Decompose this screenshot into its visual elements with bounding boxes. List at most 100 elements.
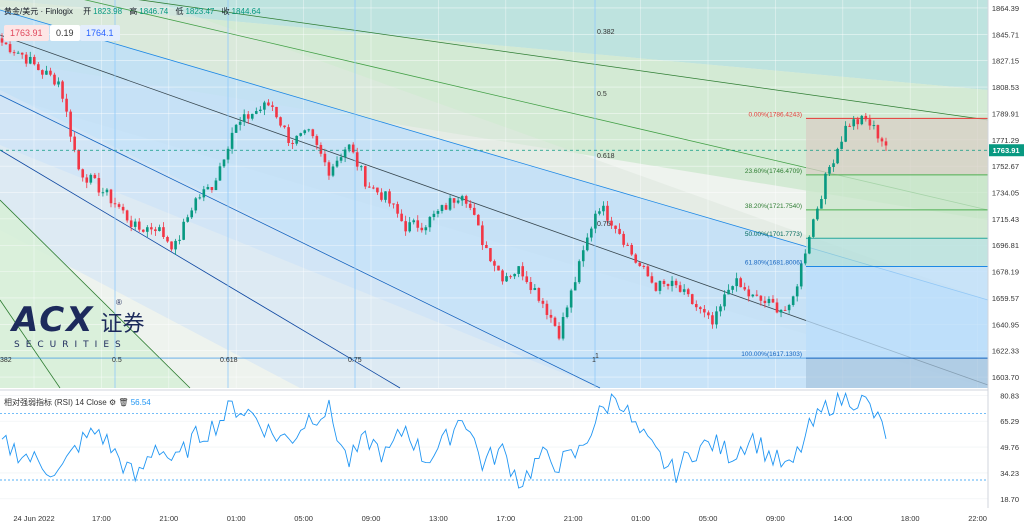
candle-body	[392, 203, 395, 205]
candle-body	[69, 111, 72, 137]
candle-body	[812, 219, 815, 237]
candle-body	[525, 276, 529, 282]
time-tick-label: 09:00	[766, 514, 785, 523]
candle-body	[174, 240, 177, 250]
candle-body	[351, 144, 355, 153]
acx-securities-logo: ACX 证券 ® SECURITIES	[12, 298, 144, 350]
candle-body	[799, 263, 803, 287]
price-tick-label: 1827.15	[992, 57, 1019, 66]
candle-body	[460, 196, 464, 201]
spread-value: 0.19	[50, 25, 80, 41]
candle-body	[771, 298, 775, 303]
candle-body	[404, 221, 407, 232]
candle-body	[246, 114, 250, 119]
rsi-tick-label: 18.70	[1000, 495, 1019, 504]
candle-body	[162, 227, 165, 237]
candle-body	[315, 136, 319, 145]
candle-body	[820, 199, 823, 209]
candle-body	[408, 222, 411, 232]
candle-body	[456, 200, 460, 203]
time-tick-label: 05:00	[294, 514, 313, 523]
candle-body	[816, 208, 819, 220]
candle-body	[727, 289, 730, 295]
pitchfork-line	[0, 94, 601, 389]
candle-body	[388, 191, 391, 204]
candle-body	[117, 204, 121, 207]
time-tick-label: 14:00	[833, 514, 852, 523]
candle-body	[368, 186, 371, 188]
candle-body	[137, 221, 141, 230]
candle-body	[400, 213, 403, 222]
candle-body	[234, 124, 238, 133]
candle-body	[133, 221, 137, 227]
rsi-line	[1, 391, 887, 489]
time-tick-label: 05:00	[699, 514, 718, 523]
time-axis: 24 Jun 2022 17:00 21:00 01:00 05:00 09:00 13:0…	[0, 508, 1024, 528]
candle-body	[32, 56, 36, 65]
candle-body	[440, 205, 444, 212]
candle-body	[376, 187, 379, 193]
candle-body	[690, 294, 694, 305]
candle-body	[396, 204, 399, 214]
candle-body	[226, 148, 230, 160]
price-tick-label: 1808.53	[992, 83, 1019, 92]
candle-body	[694, 304, 698, 308]
candle-body	[569, 290, 573, 308]
candle-body	[146, 227, 149, 232]
pitchfork-label: 0.618	[220, 357, 238, 364]
candle-body	[242, 114, 246, 122]
candle-body	[303, 130, 307, 134]
rsi-tick-label: 34.23	[1000, 469, 1019, 478]
candle-body	[85, 177, 89, 183]
price-tick-label: 1715.43	[992, 215, 1019, 224]
candle-body	[598, 211, 601, 214]
pitchfork-label: 1	[592, 357, 596, 364]
price-tick-label: 1789.91	[992, 109, 1019, 118]
price-tick-label: 1696.81	[992, 241, 1019, 250]
candle-body	[287, 127, 290, 143]
time-tick-label: 21:00	[564, 514, 583, 523]
candle-body	[610, 220, 613, 226]
rsi-pane	[0, 389, 1024, 505]
candle-body	[489, 248, 492, 262]
settings-icon[interactable]: ⚙	[108, 398, 117, 407]
price-tick-label: 1734.05	[992, 189, 1019, 198]
candle-body	[646, 266, 650, 277]
delete-icon[interactable]: 🗑	[118, 398, 129, 407]
candle-body	[497, 265, 500, 271]
candle-body	[230, 132, 234, 149]
candle-body	[703, 309, 706, 313]
buy-price-button[interactable]: 1764.1	[80, 25, 120, 41]
candle-body	[686, 289, 690, 295]
fib-level-label: 23.60%(1746.4709)	[745, 168, 802, 175]
candle-body	[255, 111, 258, 114]
sell-price-button[interactable]: 1763.91	[4, 25, 49, 41]
rsi-tick-label: 49.76	[1000, 443, 1019, 452]
candle-body	[158, 227, 161, 232]
candle-body	[561, 316, 565, 339]
close-label: 收	[221, 7, 230, 16]
candle-body	[747, 289, 751, 297]
candle-body	[178, 239, 181, 241]
candle-body	[347, 144, 351, 150]
candle-body	[424, 227, 428, 231]
candle-body	[186, 217, 189, 222]
candle-body	[594, 213, 597, 229]
rsi-legend: 相对强弱指标 (RSI) 14 Close ⚙ 🗑 56.54	[4, 397, 151, 408]
pitchfork-label: 0.75	[348, 357, 362, 364]
candle-body	[166, 236, 169, 242]
rsi-tick-label: 65.29	[1000, 417, 1019, 426]
time-tick-label: 17:00	[92, 514, 111, 523]
candle-body	[723, 294, 726, 307]
symbol-label[interactable]: 黄金/美元 · Finlogix	[4, 7, 73, 16]
candle-body	[275, 106, 278, 118]
candle-body	[638, 262, 642, 266]
candle-body	[739, 278, 742, 288]
time-tick-label: 24 Jun 2022	[13, 514, 54, 523]
candle-body	[4, 42, 8, 45]
candle-body	[711, 315, 714, 325]
candle-body	[61, 81, 64, 99]
axis-background	[988, 0, 1024, 510]
time-tick-label: 09:00	[362, 514, 381, 523]
